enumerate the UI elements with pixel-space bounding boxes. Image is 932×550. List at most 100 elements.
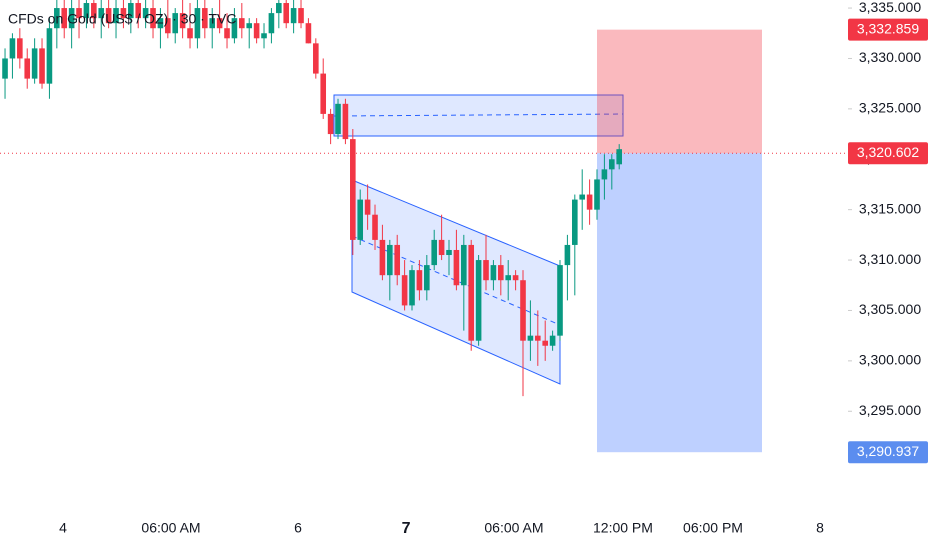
candle-body	[128, 3, 134, 19]
candle-body	[542, 340, 549, 346]
candle-body	[461, 244, 467, 286]
candle-body	[379, 239, 386, 276]
candle-body	[401, 275, 408, 306]
y-tick-label: 3,305.000	[859, 301, 921, 317]
candle-body	[150, 8, 156, 29]
candle-body	[9, 38, 16, 59]
price-tag	[848, 142, 928, 165]
candle-body	[83, 3, 90, 19]
candle-body	[231, 18, 238, 39]
x-tick-label: 12:00 PM	[593, 520, 653, 536]
candle-body	[364, 199, 371, 215]
channel-mid	[351, 235, 561, 326]
candle-body	[579, 194, 586, 200]
candle-body	[549, 335, 556, 346]
x-tick-label: 8	[816, 520, 824, 536]
y-tick-label: 3,310.000	[859, 251, 921, 267]
candle-body	[283, 3, 290, 24]
candle-body	[246, 23, 253, 29]
candle-body	[335, 103, 341, 135]
candle-body	[527, 335, 534, 341]
candle-body	[76, 8, 82, 19]
candle-body	[387, 244, 393, 276]
candle-body	[31, 48, 38, 79]
candle-body	[453, 249, 460, 286]
candle-body	[157, 18, 164, 29]
candle-body	[142, 8, 149, 19]
candle-body	[98, 8, 105, 19]
candle-body	[446, 249, 452, 256]
price-tag	[848, 441, 928, 464]
candle-body	[394, 244, 401, 276]
candle-body	[224, 28, 230, 39]
candle-body	[194, 8, 201, 39]
candle-body	[2, 58, 8, 79]
candle-body	[305, 23, 312, 44]
stop-zone	[597, 153, 762, 453]
y-tick-label: 3,335.000	[859, 0, 921, 15]
candle-body	[17, 38, 23, 59]
candle-body	[572, 199, 578, 245]
candle-body	[91, 3, 97, 19]
candle-body	[216, 18, 223, 29]
candle-body	[298, 8, 304, 24]
y-tick-label: 3,315.000	[859, 200, 921, 216]
candle-body	[68, 8, 75, 29]
candle-body	[505, 275, 512, 281]
candle-body	[165, 18, 171, 34]
candle-body	[564, 244, 571, 266]
x-tick-label: 06:00 AM	[484, 520, 543, 536]
candle-body	[601, 169, 608, 180]
candle-body	[416, 270, 423, 291]
candle-body	[46, 28, 53, 84]
candle-body	[24, 58, 31, 79]
candle-body	[535, 335, 541, 341]
candle-body	[468, 244, 475, 341]
candle-body	[239, 18, 245, 29]
candle-body	[320, 73, 327, 114]
candle-body	[268, 13, 275, 34]
y-tick-label: 3,330.000	[859, 49, 921, 65]
target-zone	[597, 29, 762, 154]
price-tag-label: 3,332.859	[857, 20, 919, 36]
x-tick-label: 06:00 AM	[141, 520, 200, 536]
candle-body	[327, 113, 334, 135]
candle-body	[438, 239, 445, 256]
candle-body	[475, 260, 482, 341]
price-axis	[848, 0, 932, 550]
candle-body	[276, 3, 282, 14]
candle-body	[512, 275, 519, 281]
price-tag	[848, 18, 928, 41]
candle-body	[609, 159, 615, 170]
candle-body	[54, 8, 60, 29]
candle-body	[372, 214, 378, 240]
x-tick-label: 4	[59, 520, 67, 536]
candle-body	[616, 149, 623, 165]
candle-body	[61, 8, 68, 29]
x-tick-label: 06:00 PM	[683, 520, 743, 536]
candle-body	[594, 179, 600, 210]
candle-body	[290, 8, 297, 24]
candle-body	[209, 18, 216, 29]
y-tick-label: 3,295.000	[859, 402, 921, 418]
y-tick-label: 3,300.000	[859, 352, 921, 368]
candle-body	[520, 280, 526, 341]
candle-body	[483, 260, 489, 281]
candle-body	[557, 265, 563, 336]
x-tick-label: 6	[294, 520, 302, 536]
candle-body	[120, 8, 127, 19]
candle-body	[187, 28, 193, 39]
candle-body	[342, 103, 349, 140]
candle-body	[350, 139, 356, 240]
candle-body	[179, 13, 186, 29]
candle-body	[490, 265, 497, 281]
candle-body	[172, 13, 179, 34]
candle-body	[357, 199, 364, 240]
candle-body	[39, 48, 45, 84]
y-tick-label: 3,325.000	[859, 100, 921, 116]
candle-body	[113, 8, 119, 24]
candle-body	[253, 23, 260, 39]
candle-body	[498, 265, 504, 281]
x-tick-label: 7	[402, 520, 411, 537]
